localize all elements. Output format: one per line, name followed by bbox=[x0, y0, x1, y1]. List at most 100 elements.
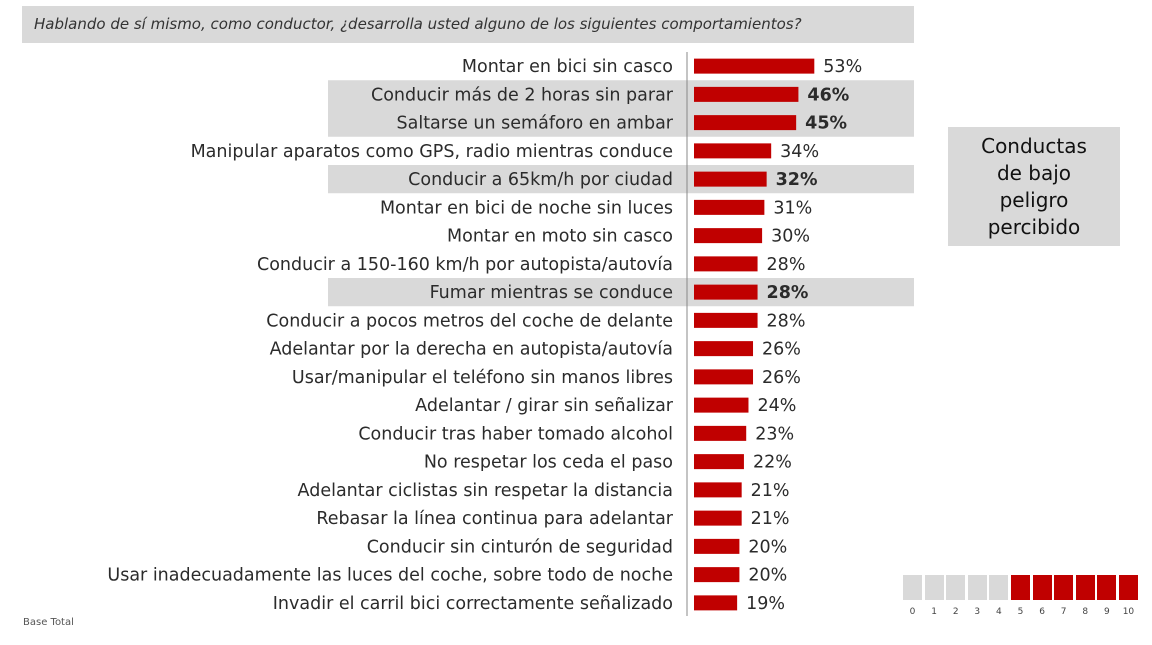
value-label: 23% bbox=[755, 424, 794, 444]
category-label: Conducir tras haber tomado alcohol bbox=[358, 424, 673, 444]
category-label: Conducir a 65km/h por ciudad bbox=[408, 170, 673, 190]
value-label: 20% bbox=[748, 537, 787, 557]
scale-box bbox=[1010, 575, 1030, 600]
category-label: Manipular aparatos como GPS, radio mient… bbox=[191, 142, 673, 162]
scale-label: 8 bbox=[1082, 607, 1089, 617]
bar bbox=[694, 369, 754, 385]
scale-label: 10 bbox=[1122, 607, 1135, 617]
category-label: Montar en moto sin casco bbox=[447, 227, 673, 247]
value-label: 32% bbox=[776, 170, 818, 190]
category-labels: Montar en bici sin casco Conducir más de … bbox=[107, 57, 673, 614]
scale-box bbox=[1075, 575, 1095, 600]
highlight-band bbox=[328, 108, 914, 137]
scale-legend: 0 1 2 3 4 5 6 7 8 9 10 bbox=[903, 575, 1141, 617]
category-label: Conducir sin cinturón de seguridad bbox=[367, 537, 673, 557]
bar bbox=[694, 284, 758, 300]
bar bbox=[694, 115, 797, 131]
scale-box bbox=[1097, 575, 1117, 600]
scale-box bbox=[967, 575, 987, 600]
value-label: 28% bbox=[767, 255, 806, 275]
highlight-band bbox=[328, 165, 914, 194]
bar bbox=[694, 86, 799, 102]
bar bbox=[694, 510, 742, 526]
scale-box bbox=[924, 575, 944, 600]
value-label: 22% bbox=[753, 453, 792, 473]
scale-label: 4 bbox=[996, 607, 1002, 617]
value-label: 45% bbox=[805, 114, 847, 134]
scale-cell: 4 bbox=[989, 575, 1009, 617]
bar bbox=[694, 199, 765, 215]
scale-cell: 5 bbox=[1010, 575, 1030, 617]
value-label: 19% bbox=[746, 594, 785, 614]
category-label: Conducir a 150-160 km/h por autopista/au… bbox=[257, 255, 673, 275]
highlight-bands bbox=[328, 80, 914, 307]
scale-label: 3 bbox=[974, 607, 981, 617]
scale-cell: 2 bbox=[946, 575, 966, 617]
scale-cell: 8 bbox=[1075, 575, 1095, 617]
highlight-band bbox=[328, 278, 914, 307]
scale-cell: 1 bbox=[924, 575, 944, 617]
bar bbox=[694, 595, 738, 611]
bar bbox=[694, 256, 758, 272]
value-label: 34% bbox=[780, 142, 819, 162]
category-label: Rebasar la línea continua para adelantar bbox=[316, 509, 673, 529]
bar bbox=[694, 143, 772, 159]
scale-cell: 0 bbox=[903, 575, 922, 617]
bar bbox=[694, 58, 815, 74]
bars bbox=[694, 58, 815, 611]
bar bbox=[694, 482, 742, 498]
value-label: 26% bbox=[762, 368, 801, 388]
scale-label: 2 bbox=[952, 607, 959, 617]
bar bbox=[694, 312, 758, 328]
value-labels: 53% 46% 45% 34% 32% 31% 30% 28% 28% 28% 26% 26% 24% 2… bbox=[746, 57, 862, 614]
bar bbox=[694, 228, 763, 244]
bar bbox=[694, 567, 740, 583]
scale-box bbox=[946, 575, 966, 600]
highlight-band bbox=[328, 80, 914, 109]
scale-cell: 3 bbox=[967, 575, 987, 617]
scale-cell: 9 bbox=[1097, 575, 1117, 617]
bar bbox=[694, 454, 744, 470]
note-box-text: Conductas de bajo peligro percibido bbox=[981, 133, 1087, 239]
value-label: 24% bbox=[757, 396, 796, 416]
bar bbox=[694, 538, 740, 554]
value-label: 21% bbox=[751, 481, 790, 501]
category-label: Invadir el carril bici correctamente señ… bbox=[273, 594, 673, 614]
category-label: Conducir a pocos metros del coche de del… bbox=[266, 311, 673, 331]
scale-label: 9 bbox=[1103, 607, 1110, 617]
value-label: 30% bbox=[771, 227, 810, 247]
scale-label: 1 bbox=[931, 607, 937, 617]
scale-box bbox=[989, 575, 1009, 600]
note-box: Conductas de bajo peligro percibido bbox=[948, 127, 1120, 246]
value-label: 53% bbox=[823, 57, 862, 77]
category-label: Montar en bici sin casco bbox=[462, 57, 673, 77]
scale-label: 5 bbox=[1017, 607, 1024, 617]
category-label: Usar inadecuadamente las luces del coche… bbox=[107, 566, 673, 586]
scale-box bbox=[1054, 575, 1074, 600]
scale-cell: 6 bbox=[1032, 575, 1052, 617]
value-label: 20% bbox=[748, 566, 787, 586]
base-note: Base Total bbox=[23, 617, 74, 628]
scale-box bbox=[1118, 575, 1138, 600]
scale-cell: 10 bbox=[1118, 575, 1138, 617]
category-label: No respetar los ceda el paso bbox=[424, 453, 673, 473]
scale-box bbox=[1032, 575, 1052, 600]
question-header: Hablando de sí mismo, como conductor, ¿d… bbox=[22, 6, 914, 43]
bar bbox=[694, 397, 749, 413]
value-label: 28% bbox=[767, 283, 809, 303]
category-label: Fumar mientras se conduce bbox=[430, 283, 673, 303]
value-label: 46% bbox=[807, 85, 849, 105]
scale-label: 6 bbox=[1039, 607, 1045, 617]
bar bbox=[694, 171, 767, 187]
value-label: 26% bbox=[762, 340, 801, 360]
category-label: Conducir más de 2 horas sin parar bbox=[371, 85, 674, 105]
category-label: Adelantar / girar sin señalizar bbox=[415, 396, 674, 416]
category-label: Montar en bici de noche sin luces bbox=[380, 198, 673, 218]
scale-label: 7 bbox=[1060, 607, 1067, 617]
scale-label: 0 bbox=[909, 607, 916, 617]
bar bbox=[694, 425, 747, 441]
value-label: 28% bbox=[767, 311, 806, 331]
bar bbox=[694, 341, 754, 357]
scale-cell: 7 bbox=[1054, 575, 1074, 617]
category-label: Usar/manipular el teléfono sin manos lib… bbox=[292, 368, 673, 388]
